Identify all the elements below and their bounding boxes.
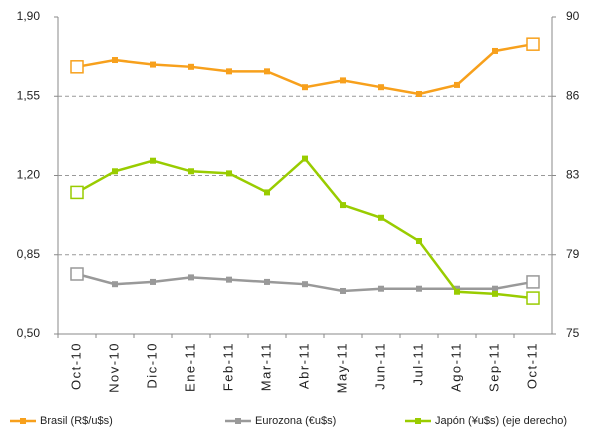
legend-marker <box>415 418 421 424</box>
point <box>70 267 84 281</box>
x-tick-label: May-11 <box>334 342 349 393</box>
y-tick-label: 0,85 <box>17 247 41 261</box>
y2-tick-label: 90 <box>566 9 580 23</box>
point <box>378 214 384 221</box>
point <box>150 278 156 285</box>
point <box>226 276 232 283</box>
point <box>112 281 118 288</box>
x-tick-label: Nov-10 <box>106 342 121 393</box>
point <box>112 57 118 64</box>
point <box>226 170 232 177</box>
y2-tick-label: 75 <box>566 326 580 340</box>
point <box>150 157 156 164</box>
point <box>454 288 460 295</box>
point <box>454 285 460 292</box>
point <box>454 81 460 88</box>
x-tick-label: Oct-10 <box>68 342 83 390</box>
point <box>112 168 118 175</box>
point <box>188 168 194 175</box>
point <box>378 84 384 91</box>
point <box>264 68 270 75</box>
series-line <box>76 156 534 300</box>
point <box>302 84 308 91</box>
point <box>340 287 346 294</box>
point <box>416 238 422 245</box>
point <box>526 37 540 51</box>
legend-marker <box>235 418 241 424</box>
y-tick-label: 0,50 <box>17 326 41 340</box>
x-tick-label: Ene-11 <box>182 342 197 392</box>
point <box>492 285 498 292</box>
point <box>378 285 384 292</box>
point <box>264 278 270 285</box>
x-tick-label: Jul-11 <box>410 342 425 385</box>
point <box>70 185 84 200</box>
point <box>340 77 346 84</box>
legend-label: Japón (¥u$s) (eje derecho) <box>435 415 567 427</box>
point <box>492 290 498 297</box>
point <box>188 63 194 70</box>
point <box>526 275 540 289</box>
y2-tick-label: 79 <box>566 247 580 261</box>
point <box>188 274 194 281</box>
legend-label: Brasil (R$/u$s) <box>40 415 113 427</box>
legend-label: Eurozona (€u$s) <box>255 415 336 427</box>
point <box>302 281 308 288</box>
point <box>302 155 308 162</box>
y2-tick-label: 86 <box>566 88 580 102</box>
point <box>150 61 156 68</box>
point <box>416 285 422 292</box>
x-tick-label: Jun-11 <box>372 342 387 390</box>
legend-marker <box>20 418 26 424</box>
point <box>70 60 84 74</box>
point <box>416 90 422 97</box>
point <box>226 68 232 75</box>
x-tick-label: Ago-11 <box>448 342 463 392</box>
x-tick-label: Feb-11 <box>220 342 235 391</box>
x-tick-label: Sep-11 <box>486 342 501 392</box>
x-tick-label: Dic-10 <box>144 342 159 389</box>
x-tick-label: Mar-11 <box>258 342 273 391</box>
y-tick-label: 1,55 <box>17 88 41 102</box>
y2-tick-label: 83 <box>566 168 580 182</box>
point <box>526 291 540 305</box>
point <box>492 47 498 54</box>
point <box>340 202 346 209</box>
point <box>264 189 270 196</box>
y-tick-label: 1,90 <box>17 9 41 23</box>
y-tick-label: 1,20 <box>17 168 41 182</box>
x-tick-label: Abr-11 <box>296 342 311 389</box>
x-tick-label: Oct-11 <box>524 342 539 389</box>
